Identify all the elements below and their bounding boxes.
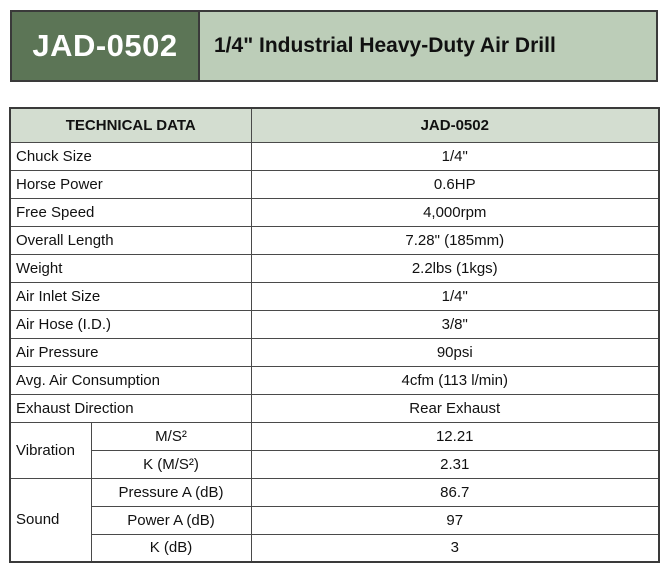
sub-label: K (dB) xyxy=(90,533,252,563)
row-value: 0.6HP xyxy=(250,169,660,199)
row-label: Weight xyxy=(9,253,252,283)
row-label: Air Pressure xyxy=(9,337,252,367)
table-row: Avg. Air Consumption 4cfm (113 l/min) xyxy=(9,365,660,395)
table-row: Air Inlet Size 1/4" xyxy=(9,281,660,311)
row-value: 1/4" xyxy=(250,141,660,171)
row-label: Free Speed xyxy=(9,197,252,227)
technical-data-table: TECHNICAL DATA JAD-0502 Chuck Size 1/4" … xyxy=(9,107,660,563)
row-value: 4cfm (113 l/min) xyxy=(250,365,660,395)
row-label: Exhaust Direction xyxy=(9,393,252,423)
table-row-vibration: K (M/S²) 2.31 xyxy=(10,449,660,479)
sound-label: Sound xyxy=(9,477,92,563)
row-value: 3 xyxy=(250,533,660,563)
product-title: 1/4" Industrial Heavy-Duty Air Drill xyxy=(214,34,556,57)
row-value: 3/8" xyxy=(250,309,660,339)
row-label: Avg. Air Consumption xyxy=(9,365,252,395)
table-row-sound: K (dB) 3 xyxy=(10,533,660,563)
row-value: 12.21 xyxy=(250,421,660,451)
table-row: Overall Length 7.28" (185mm) xyxy=(9,225,660,255)
row-value: 1/4" xyxy=(250,281,660,311)
table-row: Air Hose (I.D.) 3/8" xyxy=(9,309,660,339)
row-value: 90psi xyxy=(250,337,660,367)
table-row: Free Speed 4,000rpm xyxy=(9,197,660,227)
table-row-vibration: Vibration M/S² 12.21 xyxy=(9,421,660,479)
model-column-header: JAD-0502 xyxy=(250,107,660,143)
row-value: 4,000rpm xyxy=(250,197,660,227)
sub-label: K (M/S²) xyxy=(90,449,252,479)
table-row: Horse Power 0.6HP xyxy=(9,169,660,199)
sub-label: Pressure A (dB) xyxy=(90,477,252,507)
row-value: 2.2lbs (1kgs) xyxy=(250,253,660,283)
table-row-sound: Sound Pressure A (dB) 86.7 xyxy=(9,477,660,563)
table-row: Air Pressure 90psi xyxy=(9,337,660,367)
product-header: JAD-0502 1/4" Industrial Heavy-Duty Air … xyxy=(10,10,658,82)
model-number: JAD-0502 xyxy=(12,12,200,80)
sub-label: Power A (dB) xyxy=(90,505,252,535)
table-row: Chuck Size 1/4" xyxy=(9,141,660,171)
table-row-sound: Power A (dB) 97 xyxy=(10,505,660,535)
row-label: Chuck Size xyxy=(9,141,252,171)
row-label: Air Inlet Size xyxy=(9,281,252,311)
table-row: Weight 2.2lbs (1kgs) xyxy=(9,253,660,283)
table-header-row: TECHNICAL DATA JAD-0502 xyxy=(9,107,660,143)
sub-label: M/S² xyxy=(90,421,252,451)
table-row: Exhaust Direction Rear Exhaust xyxy=(9,393,660,423)
row-label: Horse Power xyxy=(9,169,252,199)
row-value: 2.31 xyxy=(250,449,660,479)
row-value: 7.28" (185mm) xyxy=(250,225,660,255)
row-value: 97 xyxy=(250,505,660,535)
row-value: Rear Exhaust xyxy=(250,393,660,423)
row-label: Air Hose (I.D.) xyxy=(9,309,252,339)
row-value: 86.7 xyxy=(250,477,660,507)
vibration-label: Vibration xyxy=(9,421,92,479)
technical-data-header: TECHNICAL DATA xyxy=(9,107,252,143)
row-label: Overall Length xyxy=(9,225,252,255)
